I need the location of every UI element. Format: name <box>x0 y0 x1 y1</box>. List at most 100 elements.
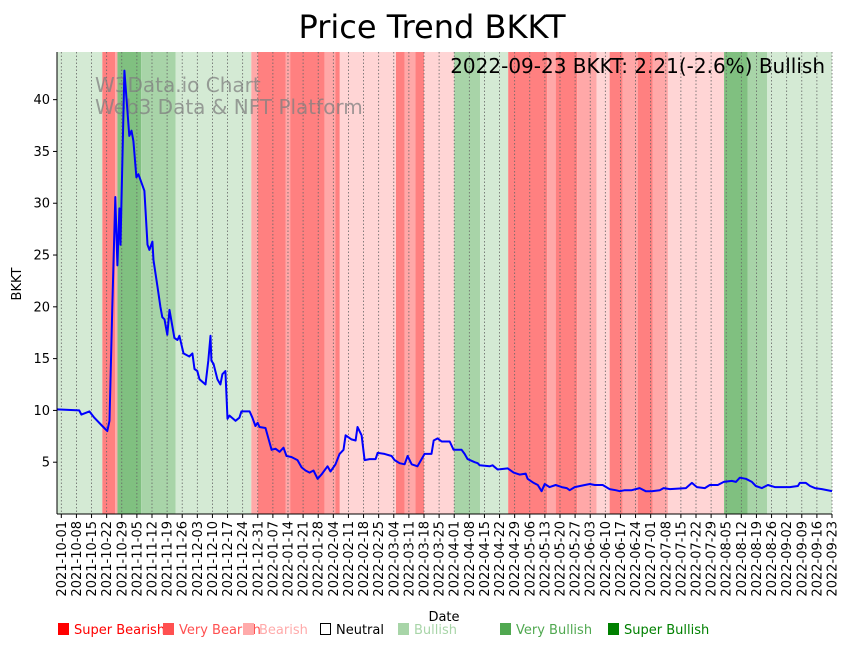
x-tick-label: 2021-10-01 <box>55 521 70 597</box>
band-very-bearish <box>324 52 336 514</box>
y-tick-label: 10 <box>33 404 50 419</box>
band-bullish <box>57 52 103 514</box>
y-tick-label: 30 <box>33 197 50 212</box>
band-very-bearish <box>115 52 118 514</box>
y-ticks: 5 10 15 20 25 30 35 40 <box>33 93 57 471</box>
watermark-line-1: W3Data.io Chart <box>95 73 261 97</box>
x-tick-label: 2022-08-26 <box>765 521 780 597</box>
y-tick-label: 25 <box>33 249 50 264</box>
x-tick-label: 2022-06-17 <box>614 521 629 597</box>
x-tick-label: 2022-03-04 <box>387 521 402 597</box>
band-super-bearish <box>555 52 578 514</box>
price-line <box>56 69 833 493</box>
legend-swatch-super-bullish <box>608 623 619 635</box>
x-tick-label: 2022-07-15 <box>674 521 689 597</box>
x-tick-label: 2022-09-02 <box>780 521 795 597</box>
x-tick-label: 2022-07-01 <box>644 521 659 597</box>
y-tick-label: 40 <box>33 93 50 108</box>
legend-swatch-very-bearish <box>163 623 174 635</box>
x-tick-label: 2022-09-23 <box>826 521 841 597</box>
legend-swatch-bearish <box>243 623 254 635</box>
watermark-line-2: Web3 Data & NFT Platform <box>95 95 363 119</box>
x-tick-label: 2022-03-11 <box>402 521 417 597</box>
x-tick-label: 2021-11-26 <box>176 521 191 597</box>
band-super-bearish <box>335 52 340 514</box>
x-tick-label: 2022-09-16 <box>810 521 825 597</box>
x-tick-label: 2022-09-09 <box>795 521 810 597</box>
legend-label-bullish: Bullish <box>414 623 457 638</box>
band-super-bearish <box>609 52 623 514</box>
band-very-bullish <box>454 52 481 514</box>
y-axis-label: BKKT <box>10 267 25 300</box>
legend-label-bearish: Bearish <box>259 623 308 638</box>
band-very-bearish <box>652 52 668 514</box>
x-tick-label: 2022-02-25 <box>372 521 387 597</box>
x-ticks: 2021-10-01 2021-10-08 2021-10-15 2021-10-22… <box>55 514 841 597</box>
band-super-bearish <box>395 52 405 514</box>
x-tick-label: 2021-12-24 <box>236 521 251 597</box>
legend-label-very-bullish: Very Bullish <box>516 623 592 638</box>
x-tick-label: 2022-04-22 <box>493 521 508 597</box>
x-tick-label: 2021-12-03 <box>191 521 206 597</box>
x-axis-label: Date <box>428 610 459 625</box>
x-tick-label: 2022-04-15 <box>478 521 493 597</box>
x-tick-label: 2022-08-12 <box>735 521 750 597</box>
x-tick-label: 2022-04-01 <box>448 521 463 597</box>
band-super-bearish <box>415 52 424 514</box>
x-tick-label: 2022-05-27 <box>569 521 584 597</box>
legend-label-neutral: Neutral <box>336 623 384 638</box>
band-very-bullish <box>141 52 176 514</box>
x-tick-label: 2022-05-06 <box>523 521 538 597</box>
band-super-bearish <box>637 52 653 514</box>
x-tick-label: 2022-07-29 <box>705 521 720 597</box>
y-tick-label: 15 <box>33 352 50 367</box>
band-very-bearish <box>547 52 556 514</box>
x-tick-label: 2022-02-11 <box>342 521 357 597</box>
x-tick-label: 2022-07-08 <box>659 521 674 597</box>
y-tick-label: 35 <box>33 145 50 160</box>
x-tick-label: 2022-01-14 <box>281 521 296 597</box>
band-super-bearish <box>290 52 325 514</box>
x-tick-label: 2021-11-12 <box>145 521 160 597</box>
x-tick-label: 2022-01-28 <box>312 521 327 597</box>
x-tick-label: 2022-01-21 <box>297 521 312 597</box>
x-tick-label: 2022-04-29 <box>508 521 523 597</box>
band-bearish <box>596 52 610 514</box>
legend-swatch-bullish <box>398 623 409 635</box>
band-very-bullish <box>747 52 768 514</box>
band-super-bullish <box>117 52 142 514</box>
band-very-bearish <box>622 52 638 514</box>
x-tick-label: 2022-02-04 <box>327 521 342 597</box>
band-very-bearish <box>577 52 597 514</box>
legend-swatch-super-bearish <box>58 623 69 635</box>
x-tick-label: 2021-10-22 <box>100 521 115 597</box>
legend-swatch-very-bullish <box>500 623 511 635</box>
x-tick-label: 2022-03-25 <box>433 521 448 597</box>
x-tick-label: 2022-06-24 <box>629 521 644 597</box>
vertical-gridlines <box>60 52 833 514</box>
x-tick-label: 2022-03-18 <box>417 521 432 597</box>
price-annotation: 2022-09-23 BKKT: 2.21(-2.6%) Bullish <box>450 54 825 78</box>
legend-label-super-bullish: Super Bullish <box>624 623 709 638</box>
band-super-bearish <box>508 52 548 514</box>
x-tick-label: 2021-11-19 <box>161 521 176 597</box>
x-tick-label: 2021-10-08 <box>70 521 85 597</box>
chart-title: Price Trend BKKT <box>299 8 566 46</box>
x-tick-label: 2022-01-07 <box>266 521 281 597</box>
band-super-bullish <box>724 52 748 514</box>
band-very-bearish <box>251 52 258 514</box>
x-tick-label: 2021-10-15 <box>85 521 100 597</box>
y-tick-label: 20 <box>33 300 50 315</box>
x-tick-label: 2022-05-20 <box>553 521 568 597</box>
x-tick-label: 2022-04-08 <box>463 521 478 597</box>
x-tick-label: 2021-12-10 <box>206 521 221 597</box>
legend-label-super-bearish: Super Bearish <box>74 623 165 638</box>
band-bullish <box>175 52 252 514</box>
x-tick-label: 2021-12-17 <box>221 521 236 597</box>
x-tick-label: 2021-10-29 <box>115 521 130 597</box>
axes <box>56 52 832 515</box>
band-super-bearish <box>102 52 116 514</box>
band-super-bearish <box>257 52 286 514</box>
band-very-bearish <box>404 52 416 514</box>
